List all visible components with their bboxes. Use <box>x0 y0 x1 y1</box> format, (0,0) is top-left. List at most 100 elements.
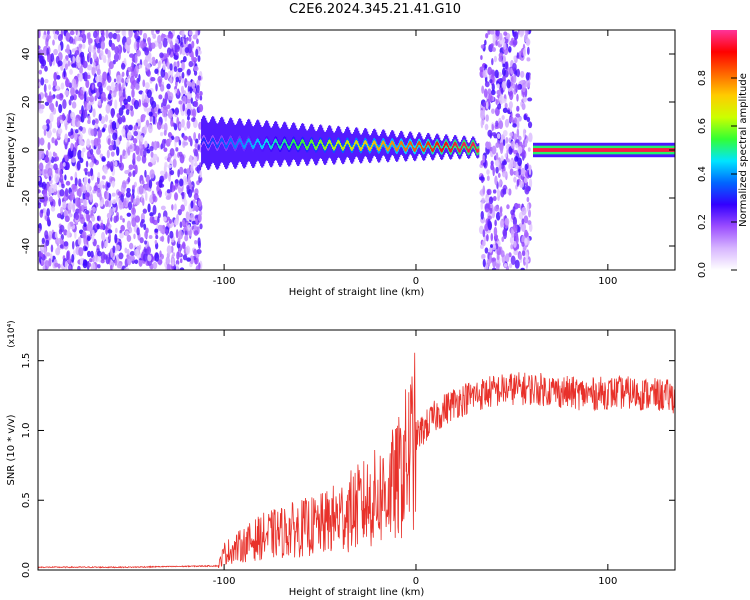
noise-cell <box>124 267 130 270</box>
noise-cell <box>197 144 200 151</box>
noise-cell <box>87 178 91 185</box>
noise-cell <box>176 89 180 96</box>
noise-cell <box>96 42 102 50</box>
signal-core <box>421 144 423 149</box>
signal-core <box>444 143 446 148</box>
signal-core <box>577 148 579 152</box>
signal-core <box>382 140 384 145</box>
noise-cell <box>74 177 78 186</box>
noise-cell <box>487 129 493 138</box>
noise-cell <box>54 173 60 184</box>
noise-cell <box>482 70 486 78</box>
signal-core <box>424 147 426 152</box>
noise-cell <box>38 189 41 194</box>
noise-cell <box>496 133 501 139</box>
noise-cell <box>195 217 198 225</box>
noise-cell <box>115 122 120 129</box>
noise-cell <box>181 71 185 79</box>
noise-cell <box>93 30 98 39</box>
noise-cell <box>124 247 128 254</box>
noise-cell <box>186 68 191 76</box>
signal-core <box>542 148 544 152</box>
noise-cell <box>154 228 159 233</box>
noise-cell <box>163 147 168 153</box>
noise-cell <box>42 124 48 131</box>
noise-cell <box>58 103 63 114</box>
noise-cell <box>186 120 191 129</box>
noise-cell <box>97 100 102 106</box>
noise-cell <box>197 214 202 222</box>
noise-cell <box>131 184 136 190</box>
signal-core <box>471 143 473 148</box>
noise-cell <box>110 151 115 157</box>
noise-cell <box>169 147 175 157</box>
noise-cell <box>46 30 50 36</box>
noise-cell <box>67 202 73 211</box>
noise-cell <box>184 126 187 131</box>
noise-cell <box>187 211 191 221</box>
signal-core <box>478 148 480 153</box>
noise-cell <box>41 237 46 245</box>
noise-cell <box>120 224 125 232</box>
signal-core <box>467 148 469 153</box>
noise-cell <box>169 230 174 239</box>
noise-cell <box>181 45 187 56</box>
signal-core <box>607 148 609 152</box>
noise-cell <box>491 257 497 262</box>
signal-core <box>215 142 217 147</box>
noise-cell <box>499 206 503 214</box>
signal-core <box>574 148 576 152</box>
noise-cell <box>116 74 121 84</box>
noise-cell <box>489 244 493 249</box>
signal-core <box>418 141 420 146</box>
noise-cell <box>183 141 189 146</box>
signal-core <box>586 148 588 152</box>
signal-core <box>285 139 287 144</box>
noise-cell <box>121 71 125 77</box>
noise-cell <box>96 223 101 230</box>
noise-cell <box>180 36 183 46</box>
noise-cell <box>499 144 504 155</box>
signal-core <box>384 141 386 146</box>
noise-cell <box>126 187 131 193</box>
noise-cell <box>116 262 122 269</box>
noise-cell <box>62 162 66 167</box>
noise-cell <box>112 132 118 141</box>
signal-core <box>279 145 281 150</box>
signal-core <box>572 148 574 152</box>
noise-cell <box>159 132 164 137</box>
signal-core <box>310 139 312 144</box>
noise-cell <box>495 263 500 270</box>
noise-cell <box>154 68 159 75</box>
noise-cell <box>38 151 42 160</box>
noise-cell <box>115 244 121 252</box>
noise-cell <box>117 116 123 125</box>
noise-cell <box>148 179 153 189</box>
noise-cell <box>111 139 115 146</box>
noise-cell <box>87 64 93 71</box>
noise-cell <box>527 121 533 129</box>
signal-core <box>543 148 545 152</box>
noise-cell <box>116 146 120 157</box>
signal-core <box>593 148 595 152</box>
signal-core <box>582 148 584 152</box>
signal-core <box>425 145 427 150</box>
signal-core <box>331 142 333 147</box>
noise-cell <box>68 213 73 218</box>
x-tick-label: 0 <box>413 276 419 287</box>
signal-core <box>302 139 304 143</box>
signal-core <box>340 142 342 147</box>
noise-cell <box>494 69 499 79</box>
noise-cell <box>111 192 116 197</box>
noise-cell <box>174 88 178 94</box>
signal-core <box>472 142 474 147</box>
noise-cell <box>487 202 491 211</box>
noise-cell <box>156 121 162 130</box>
signal-core <box>592 148 594 152</box>
noise-cell <box>494 159 500 167</box>
noise-cell <box>117 191 123 196</box>
signal-core <box>300 141 302 146</box>
noise-cell <box>193 131 197 141</box>
noise-cell <box>169 63 173 71</box>
signal-core <box>376 143 378 148</box>
